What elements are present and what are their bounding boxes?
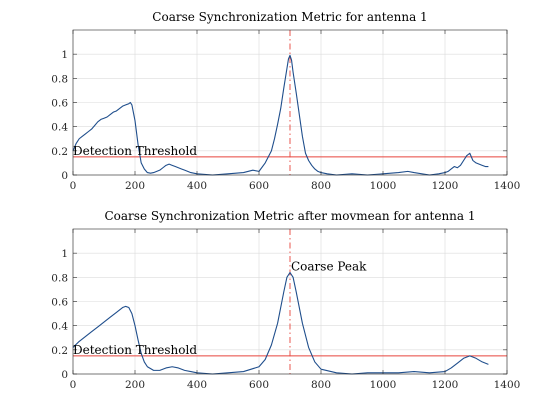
y-tick-label: 0.6 (51, 98, 68, 110)
x-tick-label: 1400 (494, 180, 521, 192)
x-tick-label: 0 (70, 379, 77, 391)
x-tick-label: 800 (311, 379, 331, 391)
y-tick-label: 0.8 (51, 272, 68, 284)
x-tick-label: 1000 (370, 379, 397, 391)
x-tick-label: 600 (249, 180, 269, 192)
detection-threshold-label: Detection Threshold (73, 343, 197, 357)
y-tick-label: 0.4 (51, 321, 68, 333)
top-axes: 0 200 400 600 800 1000 1200 1400 0 0.2 0.4 0.6 0.8 1 C… (51, 10, 520, 192)
metric-series-line (72, 271, 489, 375)
y-tick-label: 0.8 (51, 73, 68, 85)
x-tick-label: 1200 (432, 180, 459, 192)
y-tick-label: 1 (61, 248, 68, 260)
x-tick-label: 1200 (432, 379, 459, 391)
x-tick-label: 200 (125, 379, 145, 391)
x-tick-label: 1400 (494, 379, 521, 391)
chart-title: Coarse Synchronization Metric after movm… (104, 209, 475, 223)
metric-series-line (72, 54, 489, 176)
x-tick-label: 400 (187, 180, 207, 192)
y-tick-label: 0.4 (51, 122, 68, 134)
y-tick-label: 0.6 (51, 297, 68, 309)
y-tick-label: 0.2 (51, 146, 68, 158)
y-tick-label: 0 (61, 369, 68, 381)
y-tick-label: 1 (61, 49, 68, 61)
x-tick-label: 200 (125, 180, 145, 192)
chart-title: Coarse Synchronization Metric for antenn… (152, 10, 427, 24)
coarse-peak-label: Coarse Peak (291, 260, 367, 274)
bottom-axes: 0 200 400 600 800 1000 1200 1400 0 0.2 0.4 0.6 0.8 1 C… (51, 209, 520, 391)
y-tick-label: 0.2 (51, 345, 68, 357)
detection-threshold-label: Detection Threshold (73, 144, 197, 158)
x-tick-label: 800 (311, 180, 331, 192)
x-tick-label: 0 (70, 180, 77, 192)
x-tick-label: 600 (249, 379, 269, 391)
y-tick-label: 0 (61, 170, 68, 182)
x-tick-label: 400 (187, 379, 207, 391)
x-tick-label: 1000 (370, 180, 397, 192)
